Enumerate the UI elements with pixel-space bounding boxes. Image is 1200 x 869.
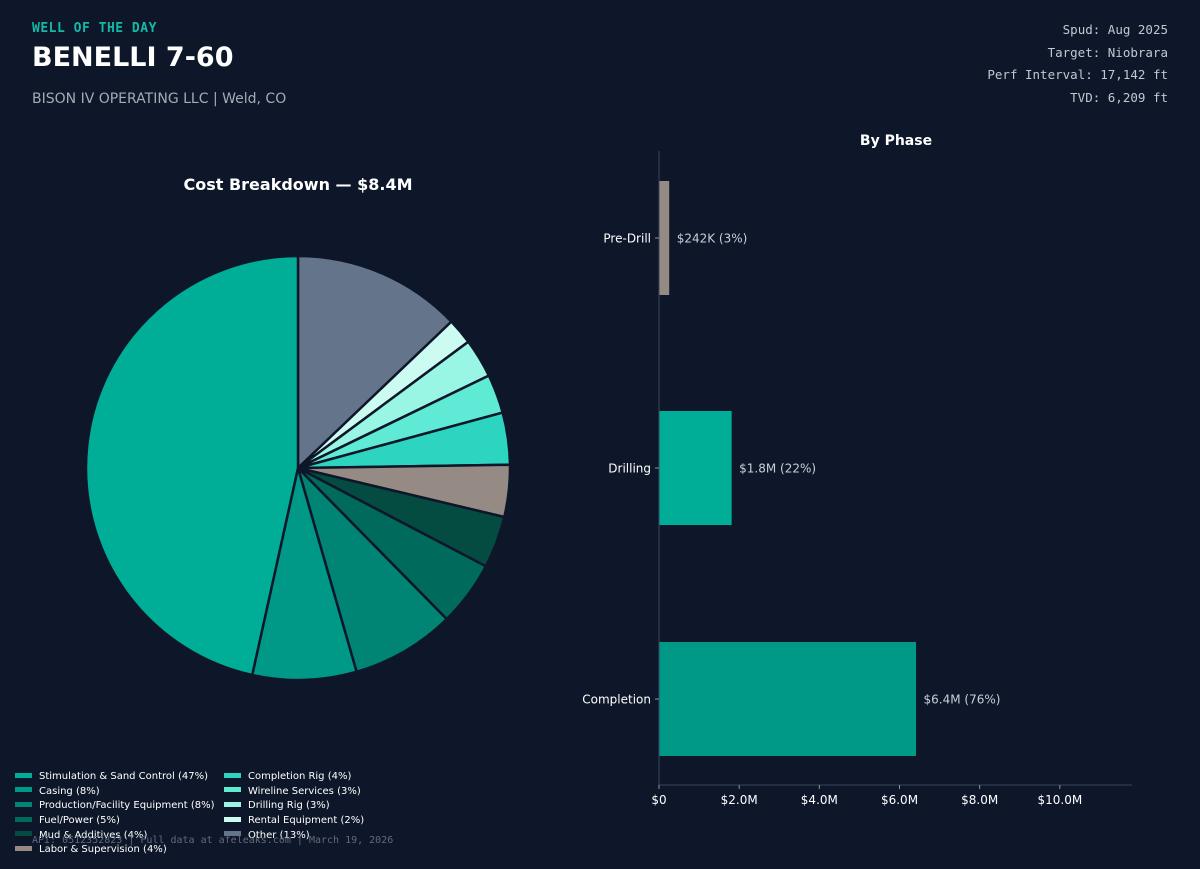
bar-data-label-drilling: $1.8M (22%) xyxy=(739,462,816,476)
well-meta: Spud: Aug 2025 Target: Niobrara Perf Int… xyxy=(987,22,1168,112)
legend-swatch xyxy=(15,816,32,822)
legend-swatch xyxy=(224,772,241,778)
bar-data-label-completion: $6.4M (76%) xyxy=(924,693,1001,707)
legend-label: Stimulation & Sand Control (47%) xyxy=(39,771,209,782)
tvd: TVD: 6,209 ft xyxy=(1070,89,1168,105)
legend-item-production-facility-equipment: Production/Facility Equipment (8%) xyxy=(15,800,215,815)
legend-label: Other (13%) xyxy=(248,829,310,841)
legend-swatch xyxy=(15,772,32,778)
x-tick-label: $6.0M xyxy=(881,793,918,807)
category-label-drilling: Drilling xyxy=(608,462,651,476)
footer-note: API: 0512352823 | Full data at afeleaks.… xyxy=(32,835,394,846)
legend-swatch xyxy=(224,801,241,807)
perf-interval: Perf Interval: 17,142 ft xyxy=(987,67,1168,82)
pie-slice-other xyxy=(296,254,453,470)
legend-swatch xyxy=(15,801,32,807)
legend-item-stimulation-sand-control: Stimulation & Sand Control (47%) xyxy=(15,771,215,786)
legend-item-wireline-services: Wireline Services (3%) xyxy=(224,786,364,801)
legend-label: Labor & Supervision (4%) xyxy=(39,844,167,856)
legend-item-completion-rig: Completion Rig (4%) xyxy=(224,771,364,786)
legend-item-labor-supervision: Labor & Supervision (4%) xyxy=(15,844,215,859)
bar-completion xyxy=(659,642,917,756)
legend-label: Fuel/Power (5%) xyxy=(39,815,120,827)
phase-bar-chart: By Phase $0 $2.0M $4.0M $6.0M $8.0M $10.0M Pre-… xyxy=(582,133,1132,807)
legend-item-drilling-rig: Drilling Rig (3%) xyxy=(224,800,364,815)
legend-swatch xyxy=(224,787,241,793)
pie-slice-stimulation-sand-control xyxy=(84,254,300,677)
legend-label: Mud & Additives (4%) xyxy=(39,829,148,841)
legend-swatch xyxy=(15,845,32,851)
pie-chart xyxy=(84,254,512,682)
bar-pre-drill xyxy=(659,181,670,295)
x-tick-label: $4.0M xyxy=(801,793,838,807)
x-tick-label: $8.0M xyxy=(961,793,998,807)
legend-label: Casing (8%) xyxy=(39,785,100,797)
legend-swatch xyxy=(224,816,241,822)
pie-slice-casing xyxy=(250,466,358,682)
legend-item-other: Other (13%) xyxy=(224,830,364,845)
pie-chart-title: Cost Breakdown — $8.4M xyxy=(183,175,413,194)
bar-chart-title: By Phase xyxy=(860,133,932,149)
x-tick-label: $2.0M xyxy=(721,793,758,807)
operator-location: BISON IV OPERATING LLC | Weld, CO xyxy=(32,91,287,107)
legend-label: Wireline Services (3%) xyxy=(248,785,361,797)
legend-label: Rental Equipment (2%) xyxy=(248,815,365,827)
pie-legend-column-1: Stimulation & Sand Control (47%) Casing (… xyxy=(15,771,215,859)
bar-drilling xyxy=(659,411,732,525)
legend-swatch xyxy=(224,831,241,837)
legend-item-casing: Casing (8%) xyxy=(15,786,215,801)
x-tick-label: $0 xyxy=(651,793,666,807)
target-formation: Target: Niobrara xyxy=(1047,44,1168,60)
pie-slice-production-facility-equipment xyxy=(296,466,448,673)
eyebrow-label: WELL OF THE DAY xyxy=(32,21,157,36)
well-name-title: BENELLI 7-60 xyxy=(32,42,234,73)
legend-swatch xyxy=(15,831,32,837)
legend-label: Production/Facility Equipment (8%) xyxy=(39,800,215,812)
pie-legend-column-2: Completion Rig (4%) Wireline Services (3%… xyxy=(224,771,364,844)
category-label-pre-drill: Pre-Drill xyxy=(603,232,651,246)
legend-swatch xyxy=(15,787,32,793)
x-tick-label: $10.0M xyxy=(1037,793,1082,807)
legend-label: Completion Rig (4%) xyxy=(248,771,352,782)
spud-date: Spud: Aug 2025 xyxy=(1062,22,1168,37)
category-label-completion: Completion xyxy=(582,693,651,707)
legend-label: Drilling Rig (3%) xyxy=(248,800,330,812)
bar-data-label-pre-drill: $242K (3%) xyxy=(677,232,748,246)
legend-item-mud-additives: Mud & Additives (4%) xyxy=(15,830,215,845)
legend-item-fuel-power: Fuel/Power (5%) xyxy=(15,815,215,830)
legend-item-rental-equipment: Rental Equipment (2%) xyxy=(224,815,364,830)
